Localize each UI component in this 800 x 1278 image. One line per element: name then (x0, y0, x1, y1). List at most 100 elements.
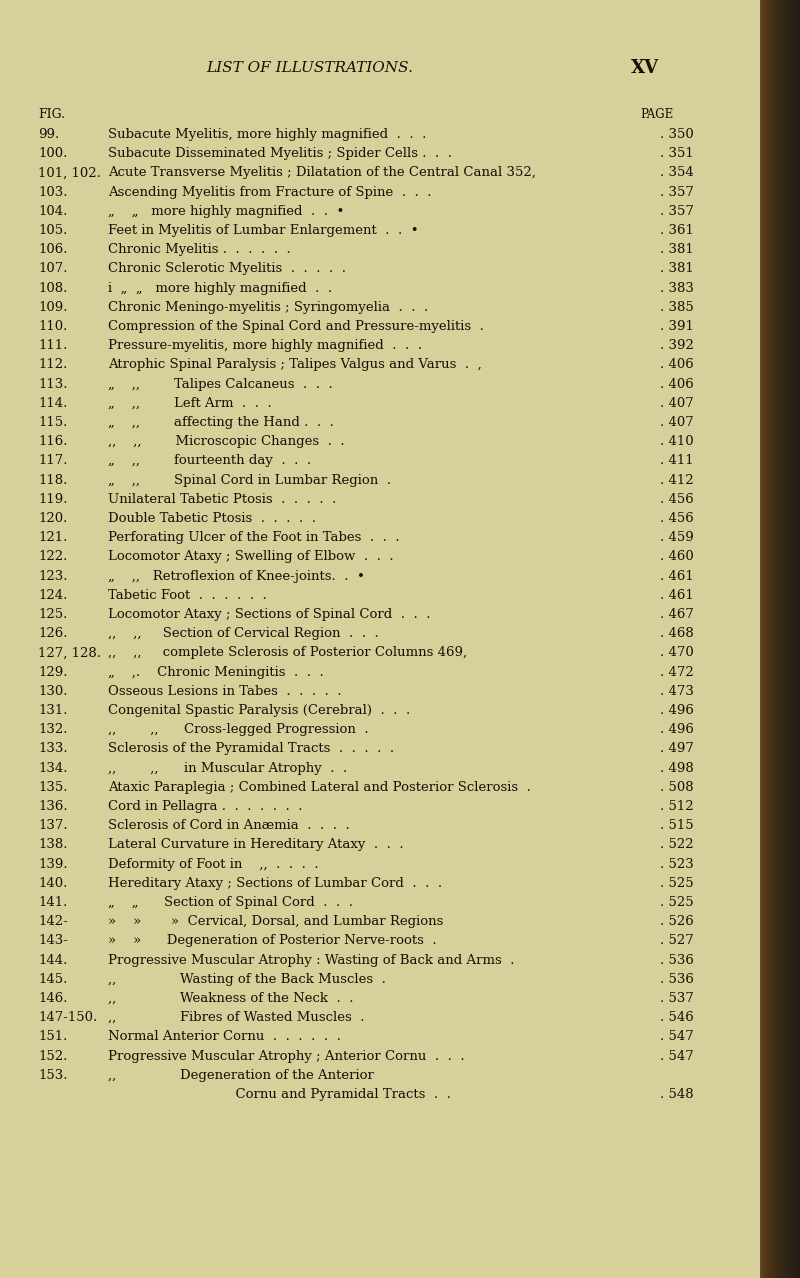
Text: 134.: 134. (38, 762, 67, 774)
Text: . 459: . 459 (660, 532, 694, 544)
Bar (789, 0, 790, 1278)
Text: 136.: 136. (38, 800, 68, 813)
Text: 120.: 120. (38, 512, 67, 525)
Text: „    ,,        Spinal Cord in Lumbar Region  .: „ ,, Spinal Cord in Lumbar Region . (108, 474, 391, 487)
Text: Perforating Ulcer of the Foot in Tabes  .  .  .: Perforating Ulcer of the Foot in Tabes .… (108, 532, 400, 544)
Text: . 536: . 536 (660, 953, 694, 966)
Text: „    ,,        affecting the Hand .  .  .: „ ,, affecting the Hand . . . (108, 417, 334, 429)
Text: . 512: . 512 (660, 800, 694, 813)
Text: 139.: 139. (38, 858, 68, 870)
Text: . 527: . 527 (660, 934, 694, 947)
Text: . 536: . 536 (660, 973, 694, 985)
Text: „    ,,   Retroflexion of Knee-joints.  .  •: „ ,, Retroflexion of Knee-joints. . • (108, 570, 365, 583)
Text: 116.: 116. (38, 436, 67, 449)
Bar (784, 0, 785, 1278)
Text: . 411: . 411 (660, 455, 694, 468)
Bar (775, 0, 776, 1278)
Text: 153.: 153. (38, 1068, 67, 1081)
Text: Double Tabetic Ptosis  .  .  .  .  .: Double Tabetic Ptosis . . . . . (108, 512, 316, 525)
Text: Ataxic Paraplegia ; Combined Lateral and Posterior Sclerosis  .: Ataxic Paraplegia ; Combined Lateral and… (108, 781, 531, 794)
Text: 130.: 130. (38, 685, 67, 698)
Text: . 410: . 410 (660, 436, 694, 449)
Text: 132.: 132. (38, 723, 67, 736)
Text: . 525: . 525 (660, 877, 694, 889)
Text: . 515: . 515 (660, 819, 694, 832)
Text: 138.: 138. (38, 838, 67, 851)
Text: Feet in Myelitis of Lumbar Enlargement  .  .  •: Feet in Myelitis of Lumbar Enlargement .… (108, 224, 418, 236)
Text: Chronic Myelitis .  .  .  .  .  .: Chronic Myelitis . . . . . . (108, 243, 290, 256)
Text: FIG.: FIG. (38, 109, 65, 121)
Text: Cord in Pellagra .  .  .  .  .  .  .: Cord in Pellagra . . . . . . . (108, 800, 302, 813)
Text: 146.: 146. (38, 992, 67, 1005)
Text: Congenital Spastic Paralysis (Cerebral)  .  .  .: Congenital Spastic Paralysis (Cerebral) … (108, 704, 410, 717)
Text: ,,        ,,      in Muscular Atrophy  .  .: ,, ,, in Muscular Atrophy . . (108, 762, 347, 774)
Bar (769, 0, 770, 1278)
Text: . 456: . 456 (660, 493, 694, 506)
Bar (777, 0, 778, 1278)
Text: 100.: 100. (38, 147, 67, 160)
Text: . 357: . 357 (660, 204, 694, 217)
Text: . 468: . 468 (660, 627, 694, 640)
Bar (768, 0, 769, 1278)
Text: . 392: . 392 (660, 339, 694, 353)
Text: 147-150.: 147-150. (38, 1011, 98, 1024)
Bar (766, 0, 767, 1278)
Text: Ascending Myelitis from Fracture of Spine  .  .  .: Ascending Myelitis from Fracture of Spin… (108, 185, 431, 198)
Text: 143-: 143- (38, 934, 68, 947)
Text: . 350: . 350 (660, 128, 694, 141)
Bar (799, 0, 800, 1278)
Bar (795, 0, 796, 1278)
Text: . 497: . 497 (660, 743, 694, 755)
Text: 142-: 142- (38, 915, 68, 928)
Text: . 406: . 406 (660, 377, 694, 391)
Text: „    „      Section of Spinal Cord  .  .  .: „ „ Section of Spinal Cord . . . (108, 896, 353, 909)
Bar (770, 0, 771, 1278)
Text: „    ,,        fourteenth day  .  .  .: „ ,, fourteenth day . . . (108, 455, 311, 468)
Text: . 407: . 407 (660, 417, 694, 429)
Text: . 525: . 525 (660, 896, 694, 909)
Bar (772, 0, 773, 1278)
Bar (767, 0, 768, 1278)
Bar (774, 0, 775, 1278)
Bar (779, 0, 780, 1278)
Text: „    „   more highly magnified  .  .  •: „ „ more highly magnified . . • (108, 204, 344, 217)
Bar (792, 0, 793, 1278)
Text: „    ,,        Left Arm  .  .  .: „ ,, Left Arm . . . (108, 396, 272, 410)
Bar (780, 0, 781, 1278)
Text: 127, 128.: 127, 128. (38, 647, 101, 659)
Text: . 496: . 496 (660, 704, 694, 717)
Text: Progressive Muscular Atrophy ; Anterior Cornu  .  .  .: Progressive Muscular Atrophy ; Anterior … (108, 1049, 465, 1062)
Bar (785, 0, 786, 1278)
Bar (761, 0, 762, 1278)
Text: 103.: 103. (38, 185, 67, 198)
Text: 135.: 135. (38, 781, 67, 794)
Text: 118.: 118. (38, 474, 67, 487)
Text: 124.: 124. (38, 589, 67, 602)
Text: . 456: . 456 (660, 512, 694, 525)
Text: . 381: . 381 (660, 243, 694, 256)
Text: Acute Transverse Myelitis ; Dilatation of the Central Canal 352,: Acute Transverse Myelitis ; Dilatation o… (108, 166, 536, 179)
Text: Hereditary Ataxy ; Sections of Lumbar Cord  .  .  .: Hereditary Ataxy ; Sections of Lumbar Co… (108, 877, 442, 889)
Text: ,,    ,,        Microscopic Changes  .  .: ,, ,, Microscopic Changes . . (108, 436, 345, 449)
Text: 112.: 112. (38, 358, 67, 372)
Bar (796, 0, 797, 1278)
Bar (783, 0, 784, 1278)
Text: 107.: 107. (38, 262, 67, 275)
Text: i  „  „   more highly magnified  .  .: i „ „ more highly magnified . . (108, 281, 332, 295)
Text: 152.: 152. (38, 1049, 67, 1062)
Text: 140.: 140. (38, 877, 67, 889)
Text: ,,               Weakness of the Neck  .  .: ,, Weakness of the Neck . . (108, 992, 354, 1005)
Text: . 473: . 473 (660, 685, 694, 698)
Bar (782, 0, 783, 1278)
Text: 111.: 111. (38, 339, 67, 353)
Text: Locomotor Ataxy ; Sections of Spinal Cord  .  .  .: Locomotor Ataxy ; Sections of Spinal Cor… (108, 608, 430, 621)
Text: 108.: 108. (38, 281, 67, 295)
Text: 106.: 106. (38, 243, 67, 256)
Text: . 498: . 498 (660, 762, 694, 774)
Text: . 383: . 383 (660, 281, 694, 295)
Text: 125.: 125. (38, 608, 67, 621)
Text: ,,    ,,     complete Sclerosis of Posterior Columns 469,: ,, ,, complete Sclerosis of Posterior Co… (108, 647, 467, 659)
Bar (793, 0, 794, 1278)
Text: . 385: . 385 (660, 300, 694, 314)
Text: 119.: 119. (38, 493, 67, 506)
